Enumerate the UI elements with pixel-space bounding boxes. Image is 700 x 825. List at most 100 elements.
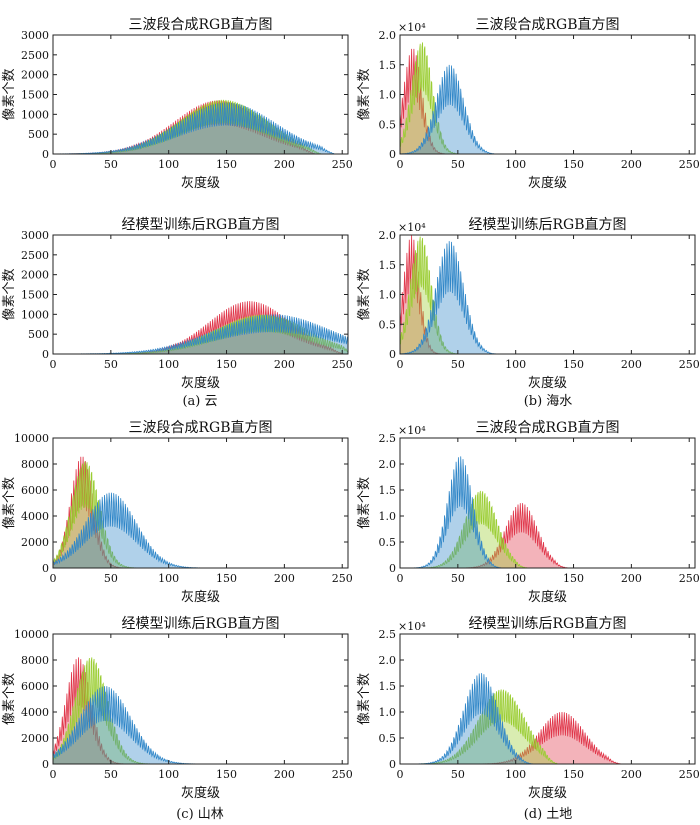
chart-panel-1: 0 50 100 150 200 250050010001500200025003000三… bbox=[2, 16, 353, 191]
chart-title: 经模型训练后RGB直方图 bbox=[121, 216, 279, 233]
y-tick-label: 3000 bbox=[21, 229, 49, 242]
x-tick-label: 250 bbox=[679, 768, 700, 781]
x-tick-label: 200 bbox=[274, 358, 295, 371]
y-tick-label: 1000 bbox=[21, 308, 49, 321]
axes-frame bbox=[52, 437, 349, 569]
x-axis-label: 灰度级 bbox=[181, 375, 220, 391]
axes-frame bbox=[399, 633, 696, 765]
x-tick-label: 0 bbox=[50, 358, 57, 371]
x-tick-label: 200 bbox=[274, 572, 295, 585]
y-tick-label: 8000 bbox=[21, 654, 49, 667]
series-blue bbox=[53, 686, 348, 764]
plot-area bbox=[400, 456, 695, 568]
y-tick-label: 0.5 bbox=[379, 536, 397, 549]
y-tick-label: 500 bbox=[28, 328, 49, 341]
chart-title: 经模型训练后RGB直方图 bbox=[468, 216, 626, 233]
y-exponent: ×10⁴ bbox=[398, 424, 426, 437]
x-tick-label: 100 bbox=[505, 358, 526, 371]
y-tick-label: 6000 bbox=[21, 484, 49, 497]
y-tick-label: 2000 bbox=[21, 732, 49, 745]
chart-panel-5: 0 50 100 150 200 250 0 2000 4000 6000 8000 10000 三波段… bbox=[2, 419, 353, 605]
y-tick-label: 0 bbox=[389, 562, 396, 575]
x-tick-label: 150 bbox=[216, 768, 237, 781]
y-tick-label: 2000 bbox=[21, 69, 49, 82]
series-blue bbox=[400, 241, 695, 354]
series-red bbox=[53, 657, 348, 764]
series-green bbox=[400, 689, 695, 764]
y-axis-label: 像素个数 bbox=[2, 673, 17, 725]
x-tick-label: 50 bbox=[451, 572, 465, 585]
x-tick-label: 200 bbox=[621, 768, 642, 781]
y-tick-label: 2.5 bbox=[379, 432, 397, 445]
x-tick-label: 200 bbox=[274, 158, 295, 171]
x-tick-label: 0 bbox=[397, 768, 404, 781]
series-green bbox=[400, 236, 695, 354]
x-tick-label: 100 bbox=[505, 572, 526, 585]
y-tick-label: 3000 bbox=[21, 29, 49, 42]
x-tick-label: 50 bbox=[104, 158, 118, 171]
series-green bbox=[400, 490, 695, 568]
x-tick-label: 150 bbox=[216, 158, 237, 171]
plot-area bbox=[53, 99, 348, 154]
y-axis-label: 像素个数 bbox=[357, 477, 372, 529]
y-tick-label: 1.0 bbox=[379, 510, 397, 523]
chart-panel-3: 0 50 100 150 200 250050010001500200025003000经… bbox=[2, 216, 353, 391]
series-red bbox=[400, 503, 695, 568]
chart-panel-2: 0 50 100 150 200 250 0 0.5 1.0 1.5 2.0×10⁴ 三波段合成RGB… bbox=[357, 16, 700, 191]
x-tick-label: 100 bbox=[158, 768, 179, 781]
x-tick-label: 50 bbox=[451, 358, 465, 371]
y-axis-label: 像素个数 bbox=[357, 673, 372, 725]
y-tick-label: 1.0 bbox=[379, 89, 397, 102]
y-tick-label: 1.5 bbox=[379, 484, 397, 497]
plot-area bbox=[53, 301, 348, 354]
plot-area bbox=[53, 657, 348, 764]
axes-frame bbox=[399, 437, 696, 569]
chart-title: 经模型训练后RGB直方图 bbox=[121, 615, 279, 632]
plot-area bbox=[400, 42, 695, 154]
chart-panel-6: 0 50 100 150 200 250 0 0.5 1.0 1.5 2.0 2.5×10⁴ 三波段合成… bbox=[357, 419, 700, 605]
x-tick-label: 200 bbox=[621, 572, 642, 585]
y-tick-label: 10000 bbox=[14, 432, 49, 445]
y-tick-label: 0.5 bbox=[379, 318, 397, 331]
x-axis-label: 灰度级 bbox=[181, 589, 220, 605]
x-tick-label: 150 bbox=[563, 158, 584, 171]
x-tick-label: 250 bbox=[679, 572, 700, 585]
caption-d: (d) 土地 bbox=[524, 807, 573, 822]
x-axis-label: 灰度级 bbox=[528, 785, 567, 801]
y-axis-label: 像素个数 bbox=[2, 477, 17, 529]
x-tick-label: 50 bbox=[451, 768, 465, 781]
y-tick-label: 2.5 bbox=[379, 628, 397, 641]
y-tick-label: 4000 bbox=[21, 510, 49, 523]
series-red bbox=[400, 711, 695, 764]
series-green bbox=[53, 461, 348, 568]
series-green bbox=[400, 42, 695, 154]
plot-area bbox=[400, 673, 695, 764]
x-tick-label: 250 bbox=[332, 358, 353, 371]
y-tick-label: 1.0 bbox=[379, 706, 397, 719]
axes-frame bbox=[52, 633, 349, 765]
series-red bbox=[53, 456, 348, 568]
y-tick-label: 2.0 bbox=[379, 654, 397, 667]
y-tick-label: 2.0 bbox=[379, 229, 397, 242]
y-tick-label: 1000 bbox=[21, 108, 49, 121]
chart-title: 经模型训练后RGB直方图 bbox=[468, 615, 626, 632]
y-axis-label: 像素个数 bbox=[2, 268, 17, 320]
x-tick-label: 100 bbox=[158, 572, 179, 585]
series-blue bbox=[400, 673, 695, 764]
y-tick-label: 2.0 bbox=[379, 29, 397, 42]
caption-b: (b) 海水 bbox=[524, 394, 573, 409]
x-tick-label: 0 bbox=[50, 572, 57, 585]
chart-title: 三波段合成RGB直方图 bbox=[475, 419, 619, 436]
series-blue bbox=[53, 102, 348, 154]
x-tick-label: 0 bbox=[397, 358, 404, 371]
y-tick-label: 1.5 bbox=[379, 259, 397, 272]
x-tick-label: 0 bbox=[50, 158, 57, 171]
y-tick-label: 8000 bbox=[21, 458, 49, 471]
x-tick-label: 50 bbox=[104, 358, 118, 371]
caption-c: (c) 山林 bbox=[176, 807, 224, 822]
panels: 0 50 100 150 200 250050010001500200025003000三… bbox=[2, 16, 700, 801]
x-tick-label: 150 bbox=[563, 358, 584, 371]
x-tick-label: 0 bbox=[397, 572, 404, 585]
y-axis-label: 像素个数 bbox=[357, 268, 372, 320]
y-tick-label: 0 bbox=[389, 148, 396, 161]
